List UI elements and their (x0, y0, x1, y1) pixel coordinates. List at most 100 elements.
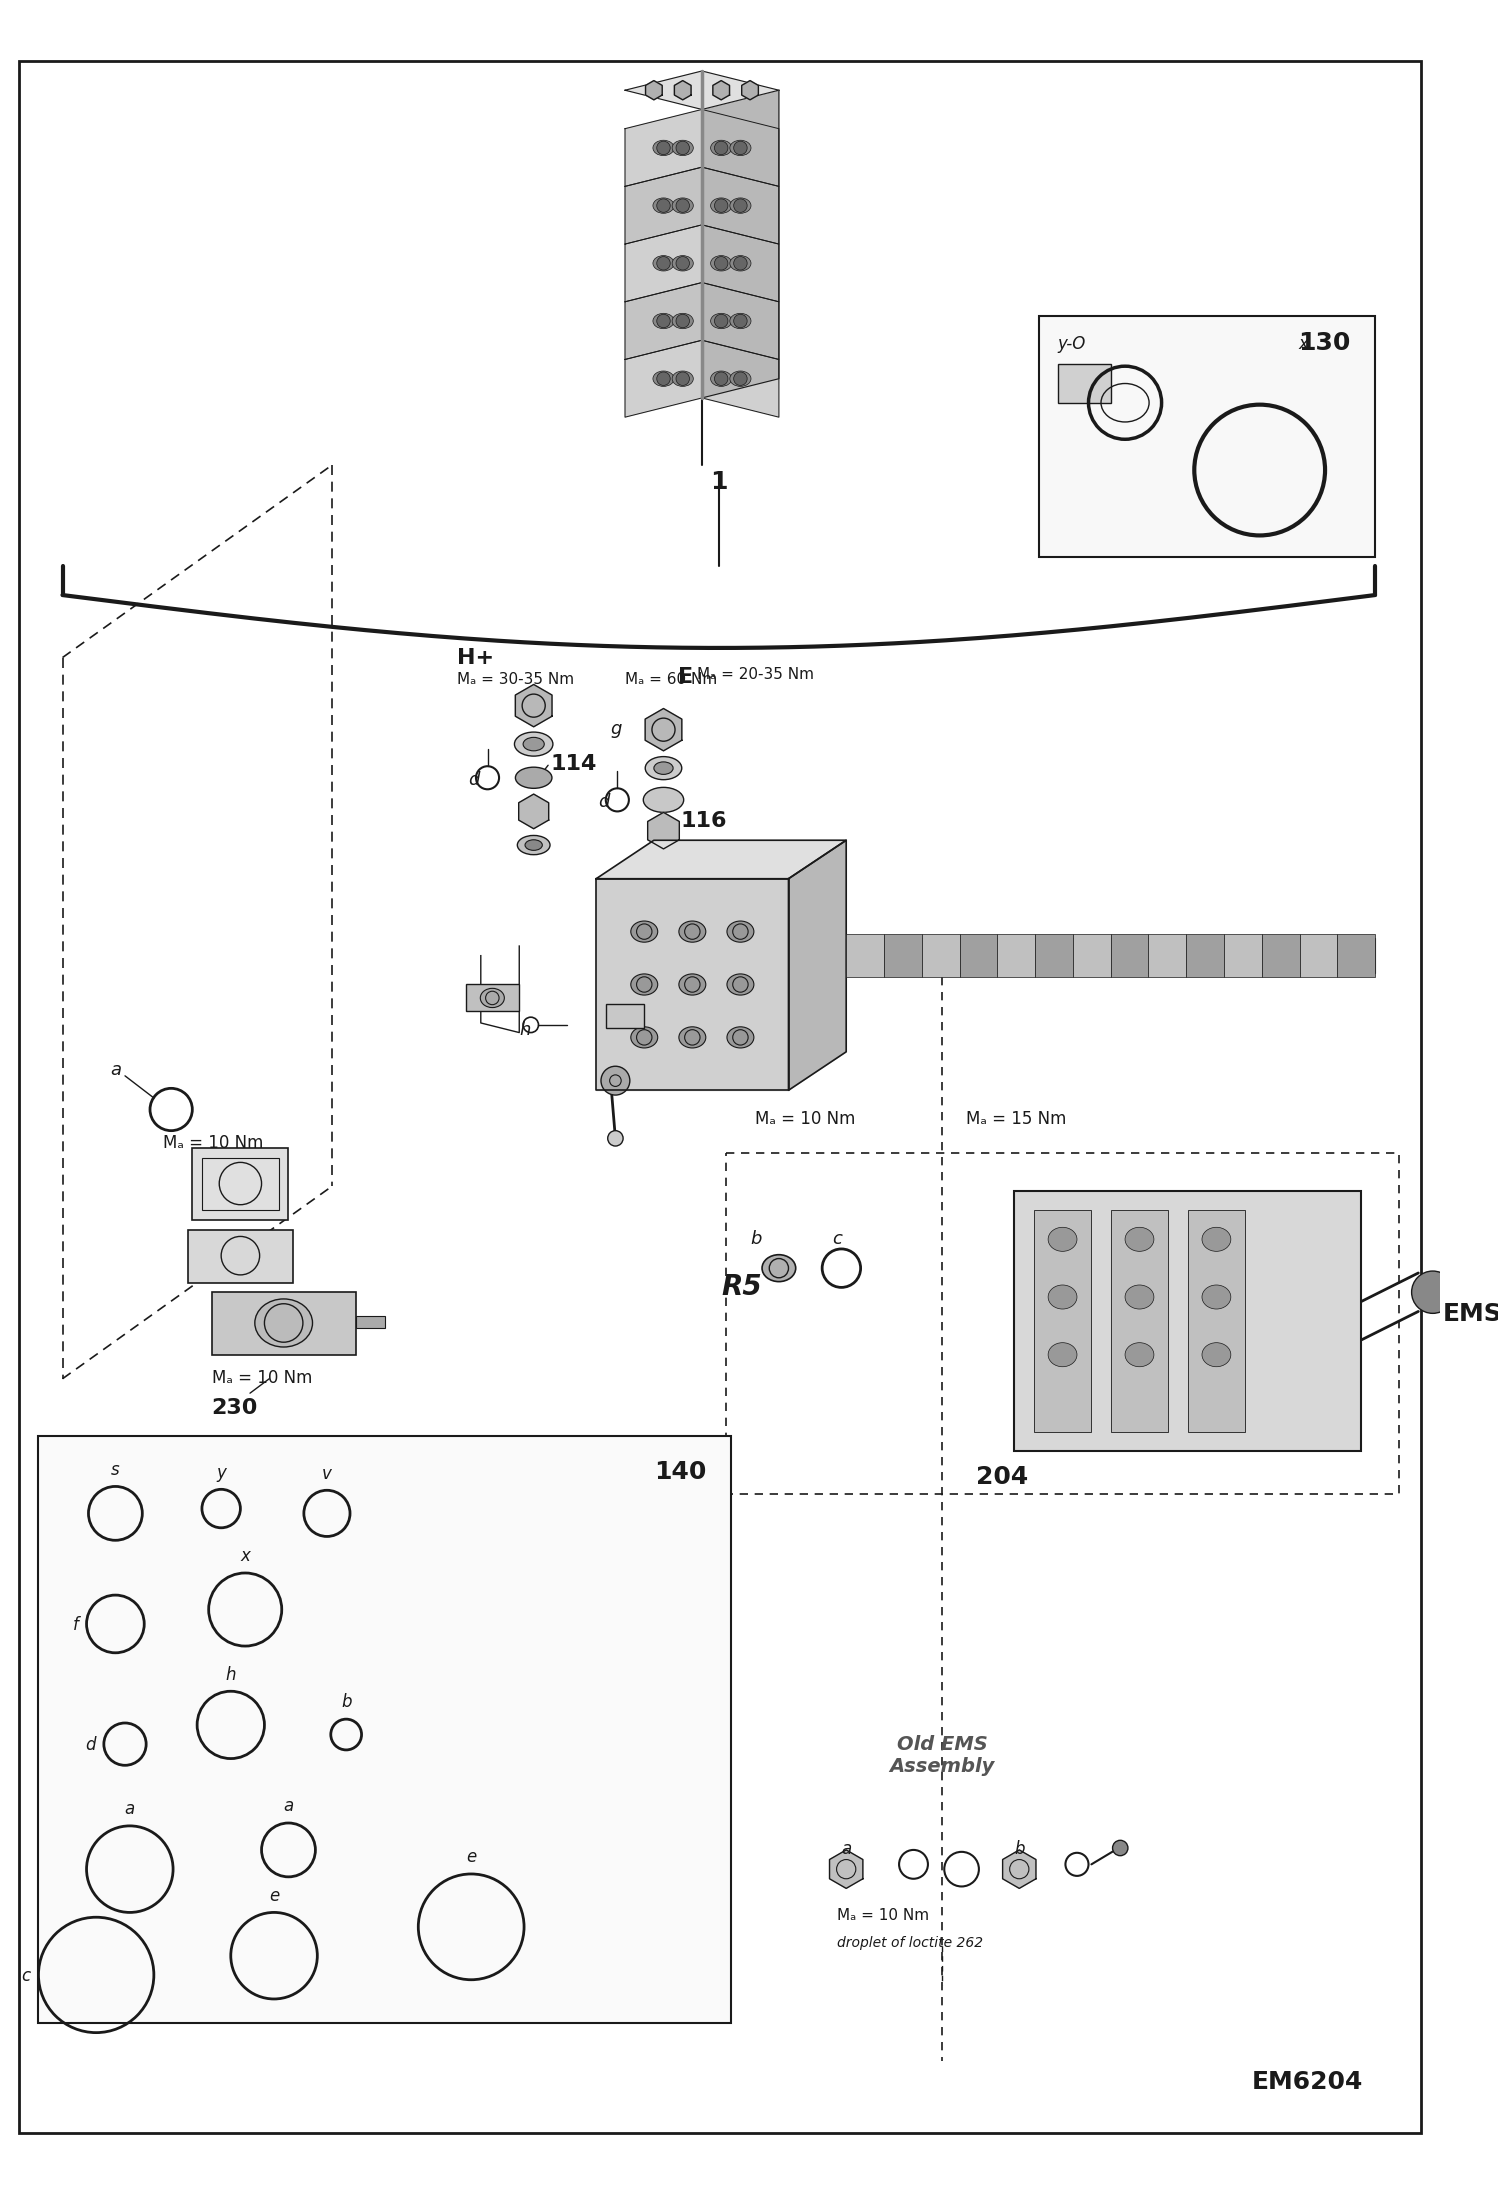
Text: Mₐ = 60 Nm: Mₐ = 60 Nm (625, 671, 718, 687)
Bar (1034, 1211, 1092, 1433)
Text: Mₐ = 20-35 Nm: Mₐ = 20-35 Nm (697, 667, 813, 682)
Circle shape (601, 1066, 629, 1095)
Text: R5: R5 (721, 1273, 762, 1301)
Bar (1224, 935, 1261, 976)
Ellipse shape (673, 257, 694, 272)
Ellipse shape (679, 1027, 706, 1049)
Bar (884, 935, 921, 976)
Ellipse shape (255, 1299, 313, 1347)
Text: e: e (270, 1887, 279, 1904)
Ellipse shape (514, 733, 553, 757)
Circle shape (608, 1130, 623, 1145)
Circle shape (656, 257, 670, 270)
Bar (211, 1292, 357, 1354)
Ellipse shape (710, 371, 731, 386)
Polygon shape (625, 224, 779, 303)
Text: b: b (1014, 1841, 1025, 1858)
Text: 1: 1 (710, 470, 727, 494)
Polygon shape (625, 110, 779, 186)
Bar (39, 1437, 731, 2023)
Circle shape (715, 200, 728, 213)
Circle shape (656, 373, 670, 386)
Text: y: y (216, 1463, 226, 1481)
Ellipse shape (679, 921, 706, 941)
Bar (605, 1003, 644, 1027)
Text: Mₐ = 10 Nm: Mₐ = 10 Nm (836, 1907, 929, 1922)
Polygon shape (625, 340, 779, 417)
Circle shape (676, 257, 689, 270)
Ellipse shape (653, 197, 674, 213)
Ellipse shape (523, 737, 544, 750)
Text: c: c (831, 1229, 842, 1248)
Circle shape (734, 257, 748, 270)
Polygon shape (703, 90, 779, 397)
Bar (1186, 935, 1224, 976)
Text: x: x (1299, 336, 1308, 353)
Text: d: d (598, 794, 610, 812)
Text: b: b (342, 1694, 352, 1711)
Text: d: d (469, 770, 479, 790)
Bar (846, 939, 1375, 972)
Ellipse shape (653, 314, 674, 329)
Ellipse shape (1125, 1226, 1153, 1251)
Text: 140: 140 (655, 1461, 706, 1485)
Ellipse shape (1201, 1343, 1231, 1367)
Ellipse shape (1125, 1286, 1153, 1310)
Text: s: s (111, 1461, 120, 1479)
Circle shape (715, 140, 728, 154)
Text: a: a (283, 1797, 294, 1814)
Text: c: c (21, 1968, 31, 1986)
Bar (1038, 316, 1375, 557)
Bar (921, 935, 960, 976)
Polygon shape (646, 709, 682, 750)
Ellipse shape (653, 140, 674, 156)
Text: 116: 116 (680, 812, 728, 832)
Ellipse shape (646, 757, 682, 779)
Circle shape (734, 200, 748, 213)
Ellipse shape (515, 768, 551, 788)
Bar (998, 935, 1035, 976)
Circle shape (715, 314, 728, 327)
Text: droplet of loctite 262: droplet of loctite 262 (836, 1937, 983, 1950)
Ellipse shape (673, 197, 694, 213)
Polygon shape (1002, 1850, 1037, 1889)
Ellipse shape (727, 1027, 753, 1049)
Polygon shape (625, 70, 779, 110)
Text: EMS: EMS (1443, 1301, 1498, 1325)
Bar (1035, 935, 1073, 976)
Bar (1188, 1211, 1245, 1433)
Bar (1261, 935, 1299, 976)
Bar (192, 1147, 289, 1220)
Ellipse shape (653, 257, 674, 272)
Text: Mₐ = 10 Nm: Mₐ = 10 Nm (755, 1110, 855, 1128)
Text: f: f (73, 1617, 79, 1635)
Bar (1058, 364, 1110, 404)
Polygon shape (515, 685, 551, 726)
Text: v: v (322, 1466, 333, 1483)
Text: e: e (466, 1847, 476, 1867)
Text: EM6204: EM6204 (1252, 2071, 1363, 2093)
Text: 230: 230 (211, 1398, 258, 1417)
Ellipse shape (679, 974, 706, 996)
Text: H+: H+ (457, 647, 494, 667)
Circle shape (656, 314, 670, 327)
Bar (727, 1152, 1399, 1494)
Polygon shape (518, 794, 548, 829)
Text: 114: 114 (551, 755, 598, 774)
Polygon shape (674, 81, 691, 101)
Ellipse shape (631, 921, 658, 941)
Bar (466, 985, 520, 1011)
Circle shape (676, 373, 689, 386)
Text: a: a (111, 1062, 121, 1079)
Circle shape (676, 314, 689, 327)
Ellipse shape (762, 1255, 795, 1281)
Ellipse shape (631, 1027, 658, 1049)
Ellipse shape (1049, 1286, 1077, 1310)
Ellipse shape (730, 371, 750, 386)
Ellipse shape (481, 987, 505, 1007)
Bar (1110, 1211, 1168, 1433)
Circle shape (1113, 1841, 1128, 1856)
Polygon shape (713, 81, 730, 101)
Text: 130: 130 (1299, 331, 1351, 355)
Ellipse shape (673, 314, 694, 329)
